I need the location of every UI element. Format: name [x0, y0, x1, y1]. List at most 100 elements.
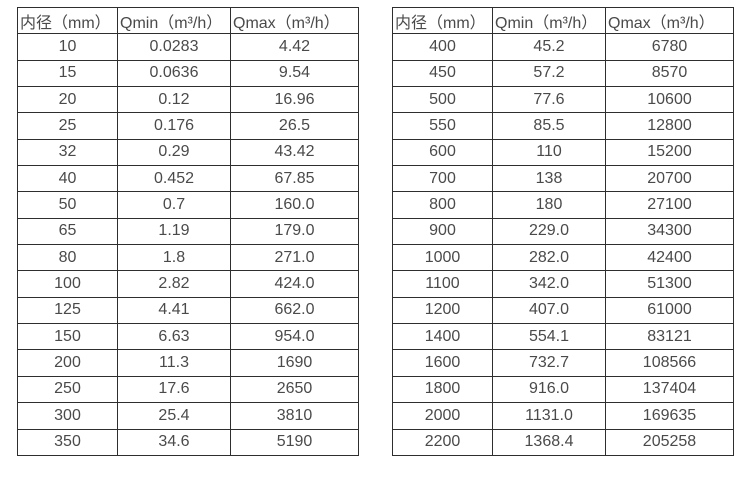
table-cell: 200: [17, 349, 118, 377]
table-cell: 100: [17, 270, 118, 298]
table-row: 80 1.8 271.0: [17, 244, 359, 272]
table-cell: 34300: [605, 217, 734, 246]
table-cell: 700: [392, 165, 493, 193]
table-cell: 110: [492, 138, 606, 167]
table-cell: 108566: [605, 349, 734, 377]
table-cell: 11.3: [117, 349, 231, 377]
table-row: 100 2.82 424.0: [17, 270, 359, 298]
table-cell: 954.0: [230, 323, 359, 351]
table-cell: 1368.4: [492, 428, 606, 456]
table-row: 1800 916.0 137404: [392, 375, 734, 404]
table-row: 1100 342.0 51300: [392, 270, 734, 298]
table-cell: 16.96: [230, 86, 359, 114]
table-cell: 342.0: [492, 270, 606, 298]
table-cell: 1.19: [117, 217, 231, 246]
table-body: 10 0.0283 4.42 15 0.0636 9.54 20 0.12 16.96 25 0.1…: [17, 33, 359, 456]
column-header: 内径（mm）: [392, 6, 493, 35]
table-cell: 1000: [392, 244, 493, 272]
table-row: 450 57.2 8570: [392, 59, 734, 88]
header-row: 内径（mm） Qmin（m³/h） Qmax（m³/h）: [17, 6, 359, 35]
table-row: 1000 282.0 42400: [392, 244, 734, 272]
table-cell: 1131.0: [492, 402, 606, 430]
table-cell: 150: [17, 323, 118, 351]
table-cell: 4.42: [230, 33, 359, 61]
table-row: 20 0.12 16.96: [17, 86, 359, 114]
table-cell: 43.42: [230, 138, 359, 167]
column-header: Qmax（m³/h）: [230, 6, 359, 35]
table-row: 1400 554.1 83121: [392, 323, 734, 351]
table-row: 800 180 27100: [392, 191, 734, 219]
table-cell: 0.29: [117, 138, 231, 167]
table-cell: 554.1: [492, 323, 606, 351]
table-cell: 9.54: [230, 59, 359, 88]
table-cell: 83121: [605, 323, 734, 351]
table-cell: 350: [17, 428, 118, 456]
table-cell: 15200: [605, 138, 734, 167]
table-cell: 50: [17, 191, 118, 219]
table-row: 250 17.6 2650: [17, 375, 359, 404]
table-row: 600 110 15200: [392, 138, 734, 167]
table-cell: 0.0283: [117, 33, 231, 61]
table-row: 400 45.2 6780: [392, 33, 734, 61]
table-row: 500 77.6 10600: [392, 86, 734, 114]
table-row: 700 138 20700: [392, 165, 734, 193]
table-cell: 179.0: [230, 217, 359, 246]
table-cell: 800: [392, 191, 493, 219]
table-cell: 61000: [605, 296, 734, 325]
table-cell: 42400: [605, 244, 734, 272]
table-cell: 0.12: [117, 86, 231, 114]
table-row: 15 0.0636 9.54: [17, 59, 359, 88]
flow-rate-table-large-diameters: 内径（mm） Qmin（m³/h） Qmax（m³/h） 400 45.2 6780 45…: [392, 6, 734, 456]
table-cell: 180: [492, 191, 606, 219]
table-cell: 0.452: [117, 165, 231, 193]
table-cell: 6780: [605, 33, 734, 61]
table-cell: 5190: [230, 428, 359, 456]
table-row: 40 0.452 67.85: [17, 165, 359, 193]
table-cell: 500: [392, 86, 493, 114]
table-row: 65 1.19 179.0: [17, 217, 359, 246]
table-cell: 4.41: [117, 296, 231, 325]
flow-rate-table-small-diameters: 内径（mm） Qmin（m³/h） Qmax（m³/h） 10 0.0283 4.42 1…: [17, 6, 359, 456]
table-cell: 77.6: [492, 86, 606, 114]
table-cell: 0.176: [117, 112, 231, 140]
table-cell: 45.2: [492, 33, 606, 61]
table-cell: 32: [17, 138, 118, 167]
table-cell: 205258: [605, 428, 734, 456]
table-cell: 17.6: [117, 375, 231, 404]
table-row: 32 0.29 43.42: [17, 138, 359, 167]
table-cell: 250: [17, 375, 118, 404]
table-cell: 169635: [605, 402, 734, 430]
table-row: 900 229.0 34300: [392, 217, 734, 246]
table-row: 2000 1131.0 169635: [392, 402, 734, 430]
table-cell: 20: [17, 86, 118, 114]
table-cell: 80: [17, 244, 118, 272]
table-row: 300 25.4 3810: [17, 402, 359, 430]
table-cell: 10600: [605, 86, 734, 114]
table-cell: 282.0: [492, 244, 606, 272]
table-cell: 57.2: [492, 59, 606, 88]
table-cell: 732.7: [492, 349, 606, 377]
table-cell: 1690: [230, 349, 359, 377]
table-cell: 0.0636: [117, 59, 231, 88]
table-cell: 1100: [392, 270, 493, 298]
table-cell: 916.0: [492, 375, 606, 404]
table-cell: 1600: [392, 349, 493, 377]
column-header: Qmin（m³/h）: [492, 6, 606, 35]
table-row: 10 0.0283 4.42: [17, 33, 359, 61]
table-row: 200 11.3 1690: [17, 349, 359, 377]
table-cell: 6.63: [117, 323, 231, 351]
table-cell: 550: [392, 112, 493, 140]
table-cell: 229.0: [492, 217, 606, 246]
table-cell: 25: [17, 112, 118, 140]
table-body: 400 45.2 6780 450 57.2 8570 500 77.6 10600 550 85.…: [392, 33, 734, 456]
table-cell: 138: [492, 165, 606, 193]
table-cell: 8570: [605, 59, 734, 88]
table-cell: 2000: [392, 402, 493, 430]
table-cell: 10: [17, 33, 118, 61]
table-cell: 34.6: [117, 428, 231, 456]
table-cell: 450: [392, 59, 493, 88]
table-cell: 25.4: [117, 402, 231, 430]
table-cell: 27100: [605, 191, 734, 219]
table-cell: 137404: [605, 375, 734, 404]
